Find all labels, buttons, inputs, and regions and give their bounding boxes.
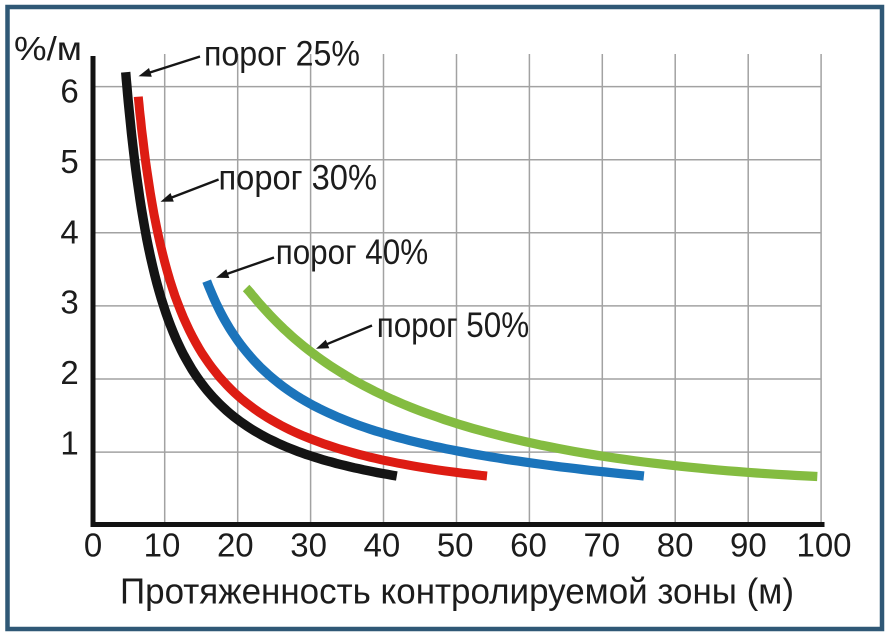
svg-text:70: 70	[583, 526, 620, 563]
svg-text:50: 50	[437, 526, 474, 563]
svg-text:порог 30%: порог 30%	[219, 159, 378, 198]
svg-text:10: 10	[144, 526, 181, 563]
svg-text:5: 5	[60, 143, 78, 180]
svg-text:3: 3	[60, 284, 78, 321]
svg-text:6: 6	[60, 73, 78, 110]
svg-text:100: 100	[796, 526, 851, 563]
svg-text:2: 2	[60, 354, 78, 391]
svg-text:Протяженность контролируемой з: Протяженность контролируемой зоны (м)	[120, 571, 794, 612]
svg-text:4: 4	[60, 213, 78, 250]
svg-text:80: 80	[657, 526, 694, 563]
svg-text:40: 40	[364, 526, 401, 563]
svg-text:1: 1	[60, 425, 78, 462]
svg-text:60: 60	[510, 526, 547, 563]
svg-text:%/м: %/м	[14, 30, 82, 67]
svg-text:30: 30	[290, 526, 327, 563]
svg-text:90: 90	[730, 526, 767, 563]
svg-text:20: 20	[217, 526, 254, 563]
svg-text:порог 40%: порог 40%	[276, 233, 429, 272]
svg-text:0: 0	[84, 526, 102, 563]
svg-text:порог 50%: порог 50%	[377, 306, 530, 345]
svg-text:порог 25%: порог 25%	[204, 35, 360, 74]
